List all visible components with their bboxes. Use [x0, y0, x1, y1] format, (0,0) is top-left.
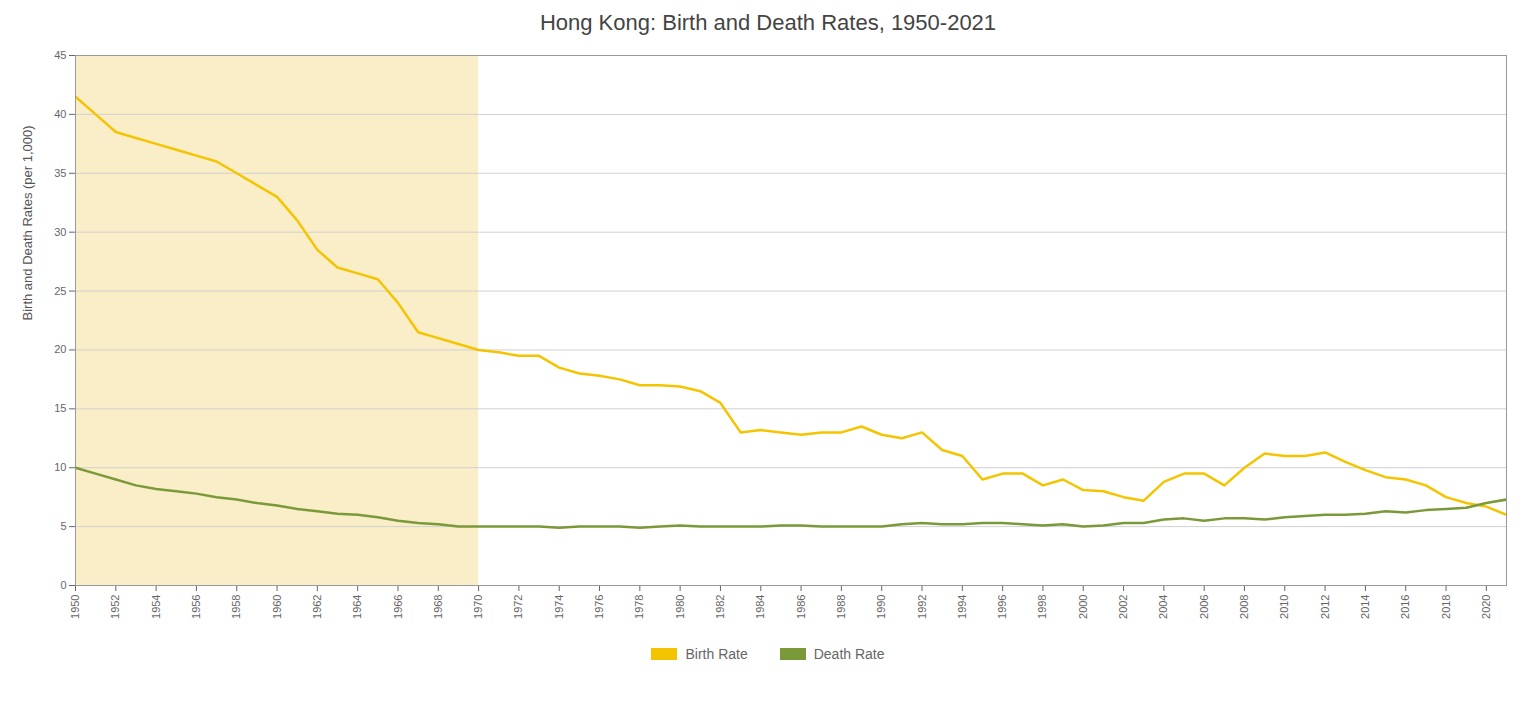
svg-text:1990: 1990 [875, 595, 887, 619]
svg-text:1970: 1970 [472, 595, 484, 619]
svg-text:5: 5 [60, 520, 66, 532]
svg-text:2012: 2012 [1319, 595, 1331, 619]
svg-text:1966: 1966 [391, 595, 403, 619]
svg-text:1988: 1988 [835, 595, 847, 619]
svg-text:10: 10 [54, 461, 66, 473]
svg-text:2004: 2004 [1157, 595, 1169, 619]
svg-text:1996: 1996 [996, 595, 1008, 619]
html-text:Birth Rate: Birth Rate [685, 646, 748, 662]
svg-text:45: 45 [54, 49, 66, 61]
svg-text:1994: 1994 [956, 595, 968, 619]
svg-text:2010: 2010 [1278, 595, 1290, 619]
svg-text:0: 0 [60, 579, 66, 591]
svg-text:1958: 1958 [230, 595, 242, 619]
svg-text:1998: 1998 [1036, 595, 1048, 619]
svg-text:Birth and Death Rates (per 1,0: Birth and Death Rates (per 1,000) [20, 125, 35, 320]
svg-text:1952: 1952 [109, 595, 121, 619]
svg-text:2016: 2016 [1399, 595, 1411, 619]
svg-text:1974: 1974 [553, 595, 565, 619]
svg-text:15: 15 [54, 402, 66, 414]
svg-text:1954: 1954 [150, 595, 162, 619]
svg-text:1980: 1980 [674, 595, 686, 619]
svg-text:1984: 1984 [754, 595, 766, 619]
svg-text:1976: 1976 [593, 595, 605, 619]
svg-text:1968: 1968 [432, 595, 444, 619]
svg-text:1964: 1964 [351, 595, 363, 619]
html-text:Death Rate: Death Rate [813, 646, 885, 662]
svg-text:30: 30 [54, 226, 66, 238]
html-text:Hong Kong: Birth and Death Rat: Hong Kong: Birth and Death Rates, 1950-2… [539, 10, 997, 35]
svg-text:2020: 2020 [1480, 595, 1492, 619]
svg-text:1972: 1972 [512, 595, 524, 619]
svg-text:2014: 2014 [1359, 595, 1371, 619]
svg-text:25: 25 [54, 285, 66, 297]
svg-text:2000: 2000 [1077, 595, 1089, 619]
svg-text:40: 40 [54, 108, 66, 120]
svg-text:1950: 1950 [69, 595, 81, 619]
svg-text:1956: 1956 [190, 595, 202, 619]
svg-text:2018: 2018 [1440, 595, 1452, 619]
svg-text:1982: 1982 [714, 595, 726, 619]
svg-text:2006: 2006 [1198, 595, 1210, 619]
svg-text:1992: 1992 [916, 595, 928, 619]
svg-text:35: 35 [54, 167, 66, 179]
svg-text:1986: 1986 [795, 595, 807, 619]
svg-text:20: 20 [54, 343, 66, 355]
svg-text:1962: 1962 [311, 595, 323, 619]
svg-text:1960: 1960 [271, 595, 283, 619]
svg-text:2008: 2008 [1238, 595, 1250, 619]
svg-text:2002: 2002 [1117, 595, 1129, 619]
svg-text:1978: 1978 [633, 595, 645, 619]
